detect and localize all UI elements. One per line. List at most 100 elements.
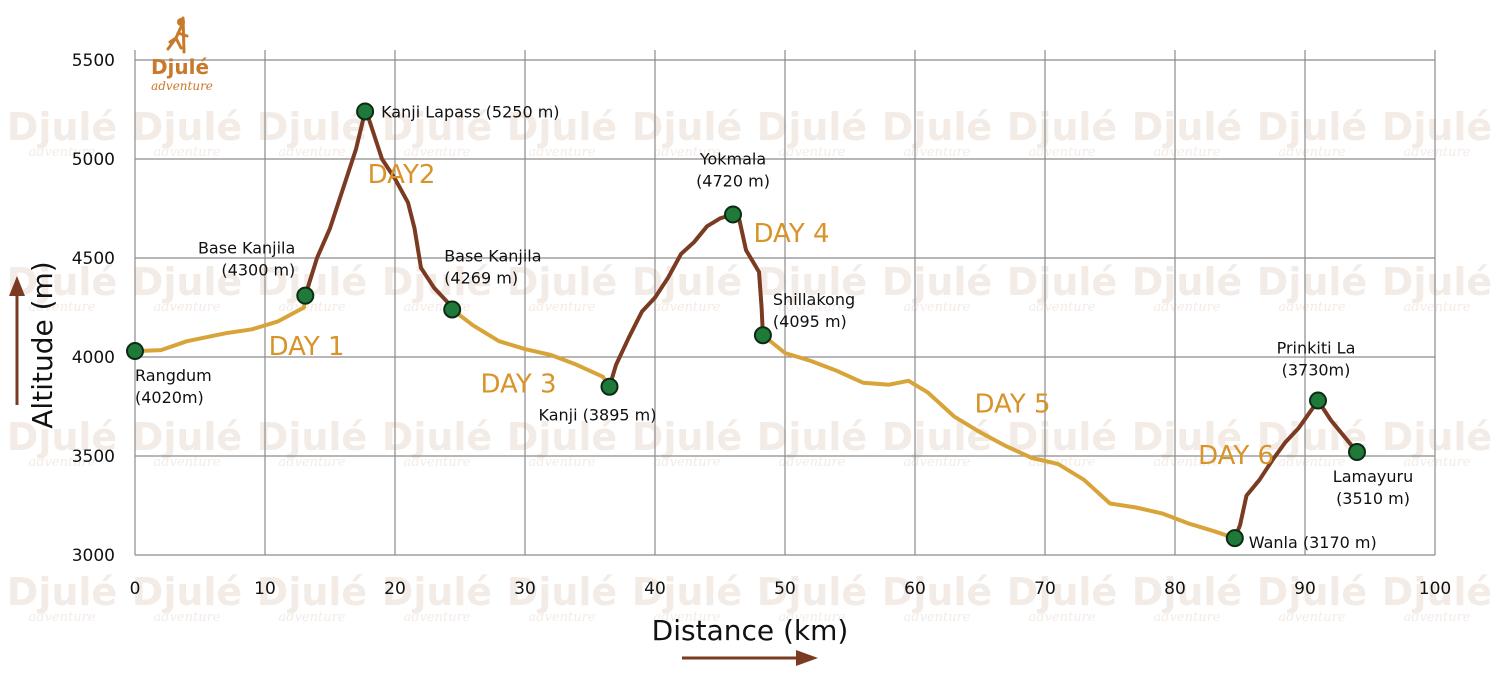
watermark-tagline: adventure [654,610,721,625]
watermark-tagline: adventure [654,300,721,315]
waypoint-label: Prinkiti La [1277,339,1356,358]
watermark-text: Djulé [1132,570,1242,614]
pass-segment [607,212,765,389]
watermark-tagline: adventure [654,455,721,470]
watermark-tagline: adventure [29,610,96,625]
watermark-tagline: adventure [154,610,221,625]
watermark-tagline: adventure [1404,145,1471,160]
day-label: DAY2 [368,160,436,190]
waypoint-label: Kanji (3895 m) [538,406,656,425]
y-tick-label: 3000 [72,546,115,566]
watermark-tagline: adventure [1154,145,1221,160]
waypoint-label: Shillakong [773,290,855,309]
watermark-tagline: adventure [1029,610,1096,625]
watermark-text: Djulé [1132,260,1242,304]
watermark-tagline: adventure [29,455,96,470]
waypoint-label: Wanla (3170 m) [1249,533,1377,552]
watermark-tagline: adventure [279,300,346,315]
watermark-text: Djulé [757,105,867,149]
watermark-tagline: adventure [1404,455,1471,470]
watermark-tagline: adventure [154,300,221,315]
waypoint-marker [600,377,619,396]
waypoint-marker [1309,391,1327,410]
waypoint-label: Rangdum [135,366,212,385]
watermark-text: Djulé [1007,260,1117,304]
waypoint-markers [126,102,1366,548]
x-tick-label: 90 [1294,579,1316,599]
x-tick-label: 60 [904,579,926,599]
watermark-text: Djulé [757,260,867,304]
waypoint-label: Lamayuru [1333,467,1413,486]
watermark-text: Djulé [1257,570,1367,614]
waypoint-labels: Rangdum (4020m) Base Kanjila (4300 m) Kanji … [135,102,1413,552]
pass-segment [1232,398,1359,541]
watermark-text: Djulé [257,105,367,149]
waypoint-label: Base Kanjila [198,239,295,258]
climber-icon [166,16,189,54]
watermark-tagline: adventure [1404,300,1471,315]
y-axis-arrow-icon [9,276,25,405]
x-tick-label: 0 [130,579,141,599]
watermark-tagline: adventure [29,300,96,315]
watermark-text: Djulé [257,570,367,614]
watermark-text: Djulé [1007,105,1117,149]
watermark-text: Djulé [1382,570,1492,614]
waypoint-label: Base Kanjila [444,246,541,265]
watermark-text: Djulé [882,105,992,149]
watermark-text: Djulé [132,260,242,304]
watermark-text: Djulé [132,415,242,459]
watermark-tagline: adventure [279,455,346,470]
watermark-tagline: adventure [154,455,221,470]
watermark-tagline: adventure [654,145,721,160]
watermark-text: Djulé [257,415,367,459]
watermark-tagline: adventure [404,145,471,160]
waypoint-marker [1225,529,1244,548]
watermark-tagline: adventure [904,610,971,625]
y-tick-label: 5000 [72,150,115,170]
watermark-text: Djulé [1382,260,1492,304]
watermark-text: Djulé [132,570,242,614]
x-tick-label: 100 [1419,579,1451,599]
x-tick-label: 70 [1034,579,1056,599]
x-axis-arrow-icon [682,650,818,666]
x-tick-labels: 0 10 20 30 40 50 60 70 80 90 100 [130,579,1452,599]
waypoint-label: Yokmala [699,149,766,168]
watermark-text: Djulé [1382,105,1492,149]
day-label: DAY 6 [1198,441,1274,471]
y-tick-label: 5500 [72,51,115,71]
watermark-text: Djulé [507,570,617,614]
trek-profile [133,109,1359,541]
trek-segment [760,333,1237,541]
watermark-text: Djulé [632,570,742,614]
watermark-tagline: adventure [29,145,96,160]
watermark-text: Djulé [7,415,117,459]
watermark-text: Djulé [507,260,617,304]
watermark-text: Djulé [7,570,117,614]
watermark-text: Djulé [382,415,492,459]
y-tick-label: 4500 [72,249,115,269]
watermark-tagline: adventure [279,145,346,160]
watermark-tagline: adventure [1279,145,1346,160]
watermark-text: Djulé [132,105,242,149]
watermark-layer: DjuléadventureDjuléadventureDjuléadventu… [7,105,1492,625]
watermark-tagline: adventure [529,145,596,160]
waypoint-marker [1348,443,1366,462]
watermark-tagline: adventure [779,145,846,160]
watermark-tagline: adventure [904,300,971,315]
watermark-tagline: adventure [1154,455,1221,470]
watermark-text: Djulé [382,260,492,304]
watermark-text: Djulé [1007,415,1117,459]
watermark-text: Djulé [1007,570,1117,614]
x-tick-label: 80 [1164,579,1186,599]
watermark-text: Djulé [882,260,992,304]
x-tick-label: 20 [384,579,406,599]
y-axis-title: Altitude (m) [26,261,59,428]
watermark-text: Djulé [1257,260,1367,304]
x-tick-label: 30 [514,579,536,599]
watermark-text: Djulé [632,105,742,149]
waypoint-label: (3730m) [1282,361,1351,380]
watermark-tagline: adventure [904,455,971,470]
y-tick-label: 4000 [72,348,115,368]
watermark-text: Djulé [757,570,867,614]
